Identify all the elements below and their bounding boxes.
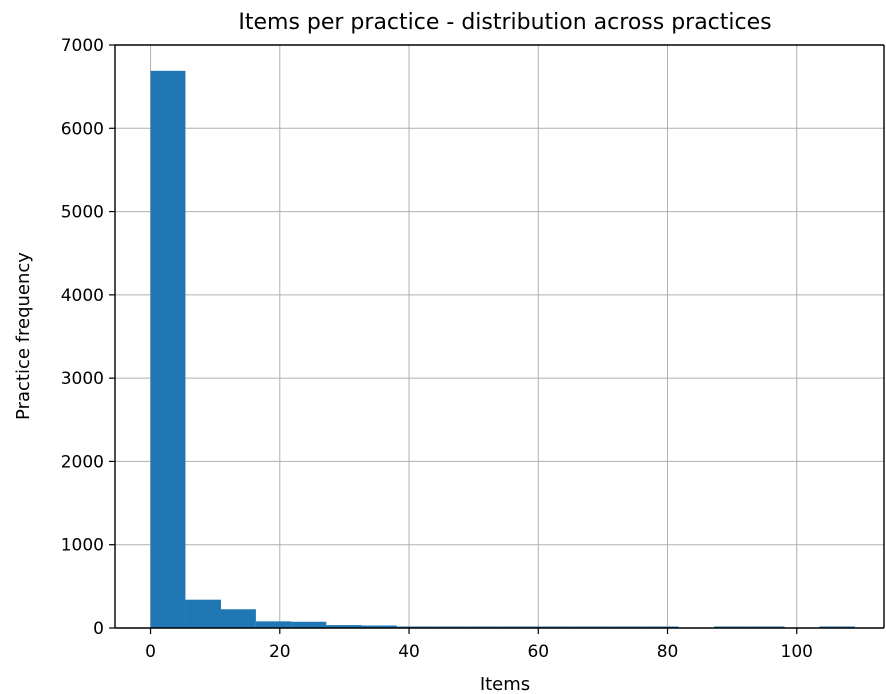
grid-lines — [115, 44, 884, 629]
axes — [109, 44, 885, 634]
histogram-bar — [819, 626, 855, 628]
y-tick-label: 2000 — [61, 452, 104, 472]
histogram-bar — [255, 621, 292, 628]
x-tick-label: 60 — [527, 642, 549, 662]
histogram-bar — [396, 626, 433, 628]
histogram-bar — [220, 609, 256, 628]
histogram-bar — [432, 626, 468, 628]
histogram-bar — [643, 626, 679, 628]
x-axis-label: Items — [480, 674, 530, 694]
tick-labels: 0 20 40 60 80 1000100020003000400050006000700… — [61, 36, 813, 662]
histogram-bar — [326, 625, 362, 628]
y-tick-label: 5000 — [61, 203, 104, 223]
histogram-bar — [502, 626, 538, 628]
x-tick-label: 40 — [398, 642, 420, 662]
x-tick-label: 20 — [269, 642, 291, 662]
histogram-bar — [291, 621, 327, 628]
histogram-bar — [361, 625, 397, 628]
chart-title: Items per practice - distribution across… — [238, 10, 771, 35]
histogram-bar — [185, 599, 221, 628]
histogram-bar — [573, 626, 609, 628]
y-tick-label: 0 — [93, 619, 104, 639]
y-tick-label: 1000 — [61, 536, 104, 556]
x-tick-label: 0 — [145, 642, 156, 662]
histogram-bar — [608, 626, 644, 628]
x-tick-label: 100 — [781, 642, 813, 662]
histogram-bars — [150, 70, 855, 628]
histogram-bar — [467, 626, 503, 628]
histogram-bar — [537, 626, 574, 628]
histogram-bar — [714, 626, 749, 628]
y-tick-label: 6000 — [61, 119, 104, 139]
histogram-bar — [748, 626, 785, 628]
x-tick-label: 80 — [657, 642, 679, 662]
y-tick-label: 7000 — [61, 36, 104, 56]
y-tick-label: 3000 — [61, 369, 104, 389]
histogram-bar — [150, 70, 186, 628]
y-axis-label: Practice frequency — [13, 252, 34, 420]
y-tick-label: 4000 — [61, 286, 104, 306]
